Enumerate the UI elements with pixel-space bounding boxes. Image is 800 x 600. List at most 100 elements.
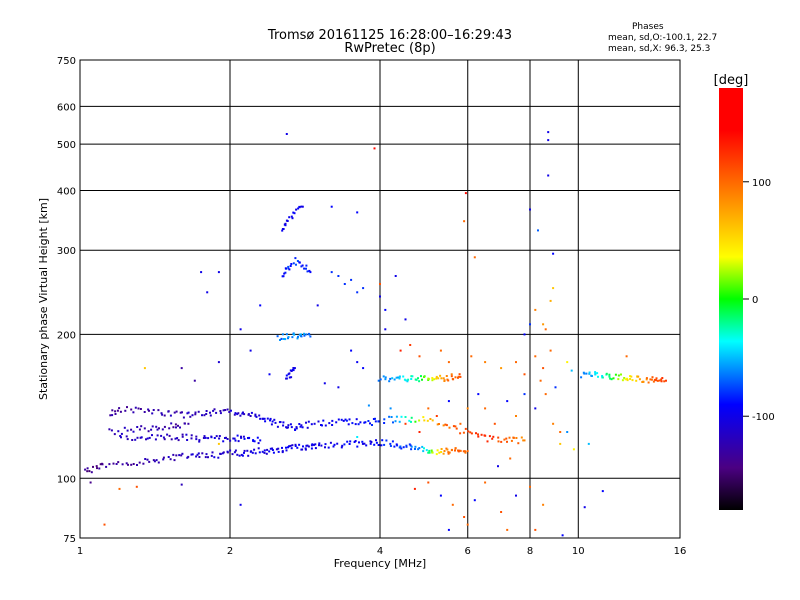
data-point (638, 378, 641, 381)
data-point (301, 448, 304, 451)
data-point (547, 131, 550, 134)
data-point (197, 452, 200, 455)
data-point (169, 414, 172, 417)
data-point (265, 452, 268, 455)
data-point (259, 417, 262, 420)
data-point (296, 260, 299, 262)
data-point (488, 435, 491, 438)
data-point (155, 459, 158, 462)
data-point (444, 423, 447, 426)
data-point (354, 423, 357, 426)
data-point (653, 378, 656, 381)
data-point (626, 377, 629, 380)
data-point (300, 335, 303, 338)
data-point (410, 420, 412, 423)
data-point (594, 371, 597, 374)
data-point (236, 413, 239, 416)
data-point (480, 433, 483, 436)
data-point (286, 220, 289, 222)
data-point (413, 487, 416, 490)
data-point (522, 439, 525, 442)
data-point (534, 407, 537, 410)
data-point (588, 371, 591, 374)
data-point (354, 440, 357, 442)
data-point (288, 216, 291, 219)
data-point (328, 422, 331, 425)
data-point (295, 208, 298, 211)
data-point (356, 211, 359, 214)
data-point (288, 268, 291, 271)
y-tick-label: 750 (57, 56, 76, 67)
data-point (406, 380, 409, 383)
data-point (427, 377, 430, 380)
data-point (203, 414, 206, 417)
data-point (344, 418, 347, 421)
data-point (257, 442, 260, 445)
data-point (523, 393, 526, 396)
data-point (663, 380, 666, 383)
data-point (506, 528, 509, 531)
data-point (146, 437, 149, 440)
data-point (298, 261, 301, 264)
data-point (362, 287, 365, 290)
data-point (484, 481, 487, 484)
y-axis-label: Stationary phase Virtual Height [km] (37, 198, 50, 400)
data-point (130, 428, 133, 431)
data-point (484, 434, 487, 437)
x-tick-label: 6 (465, 546, 471, 557)
data-point (236, 453, 239, 456)
data-point (190, 434, 193, 437)
data-point (137, 407, 140, 410)
data-point (105, 465, 108, 468)
data-point (142, 462, 145, 465)
data-point (362, 367, 365, 370)
data-point (383, 418, 386, 421)
data-point (160, 434, 163, 437)
data-point (309, 271, 312, 274)
data-point (642, 380, 644, 383)
data-point (350, 349, 353, 352)
data-point (384, 378, 387, 381)
data-point (660, 378, 663, 381)
data-point (350, 278, 353, 281)
data-point (542, 323, 545, 326)
data-point (379, 283, 381, 285)
data-point (515, 437, 518, 439)
data-point (418, 355, 421, 358)
data-point (254, 413, 257, 416)
data-point (330, 205, 333, 208)
data-point (292, 262, 295, 265)
data-point (587, 442, 590, 445)
data-point (305, 333, 308, 336)
data-point (529, 323, 531, 326)
data-point (254, 414, 257, 417)
data-point (126, 406, 128, 409)
data-point (389, 407, 392, 410)
data-point (388, 380, 391, 383)
data-point (175, 454, 178, 457)
data-point (298, 333, 301, 336)
data-point (440, 377, 443, 380)
data-point (101, 463, 104, 466)
y-tick-label: 600 (57, 102, 76, 113)
data-point (308, 269, 311, 272)
legend-line-o: mean, sd,O:-100.1, 22.7 (608, 33, 718, 43)
data-point (248, 436, 251, 439)
x-tick-label: 16 (674, 546, 687, 557)
data-point (269, 417, 272, 420)
data-point (263, 417, 266, 420)
data-point (645, 377, 648, 380)
y-tick-label: 300 (57, 246, 76, 257)
y-tick-label: 500 (57, 140, 76, 151)
data-point (418, 380, 421, 383)
x-tick-label: 8 (527, 546, 533, 557)
data-point (156, 434, 159, 437)
data-point (454, 449, 456, 452)
data-point (399, 445, 402, 448)
data-point (361, 440, 364, 443)
data-point (301, 426, 304, 429)
data-point (210, 436, 213, 439)
data-point (470, 432, 473, 435)
data-point (493, 422, 496, 425)
data-point (423, 419, 426, 422)
